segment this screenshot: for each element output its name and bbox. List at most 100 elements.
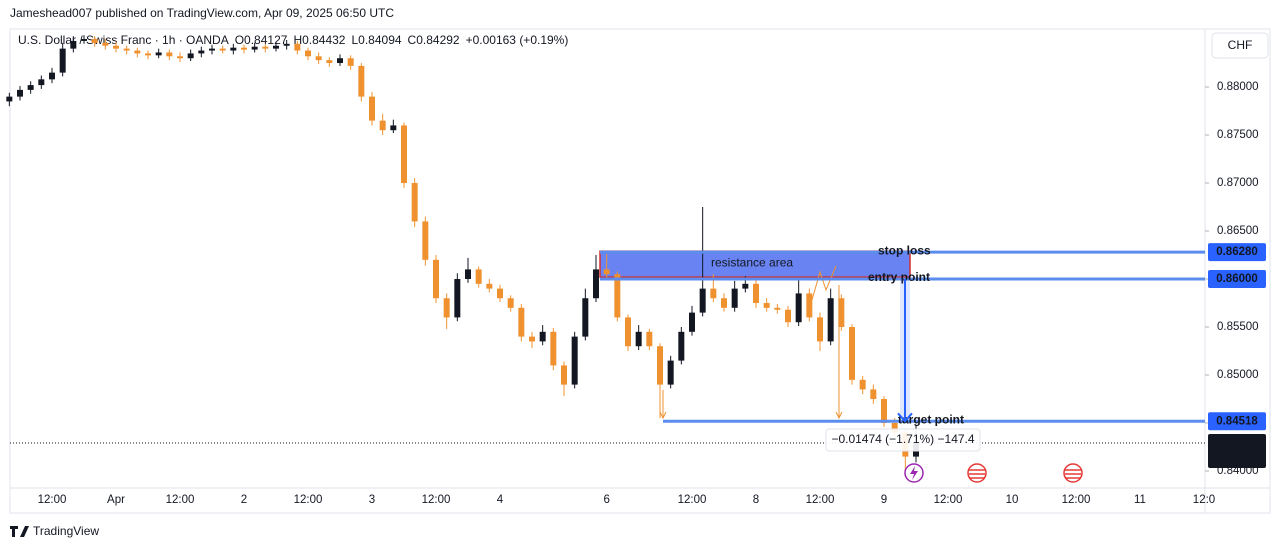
price-label: 0.86280 [1216, 246, 1258, 258]
candle-body [752, 283, 759, 304]
x-tick-label: 6 [603, 494, 609, 506]
candle-body [123, 48, 130, 51]
price-label-bg [1208, 243, 1266, 262]
candle-body [155, 52, 162, 56]
y-tick-label: 0.87000 [1217, 177, 1259, 189]
candle-body [624, 317, 631, 347]
annotation-arrow [659, 265, 843, 420]
candle-body [336, 58, 343, 64]
candle-body [592, 269, 599, 299]
candle-body [667, 360, 674, 385]
candle-body [262, 46, 269, 49]
candle-body [283, 43, 290, 46]
candle-body [678, 331, 685, 361]
events [904, 463, 1083, 483]
x-tick-label: 10 [1006, 494, 1019, 506]
y-tick-label: 0.86500 [1217, 225, 1259, 237]
candle-body [411, 183, 418, 222]
candle-body [144, 53, 151, 56]
y-tick-label: 0.85000 [1217, 369, 1259, 381]
candle-body [379, 120, 386, 131]
x-tick-label: 3 [369, 494, 375, 506]
currency[interactable]: CHF [1228, 38, 1253, 52]
candle-body [358, 65, 365, 97]
event-flag[interactable] [967, 463, 987, 483]
plot: 0.840000.845000.850000.855000.860000.865… [6, 35, 1266, 506]
candle-body [315, 56, 322, 61]
x-tick-label: 11 [1134, 494, 1146, 506]
candle-body [187, 53, 194, 59]
y-tick-label: 0.84000 [1217, 465, 1259, 477]
candle-body [230, 47, 237, 51]
candle-body [70, 40, 77, 49]
candle-body [326, 60, 333, 64]
candle-body [176, 56, 183, 59]
candle-body [806, 293, 813, 318]
candle-body [454, 279, 461, 318]
price-label: 0.86000 [1216, 273, 1258, 285]
candle-body [272, 45, 279, 49]
candle-body [859, 379, 866, 390]
legend: U.S. Dollar / Swiss Franc · 1h · OANDA O… [18, 33, 568, 47]
candle-body [464, 269, 471, 280]
ohlc-value: C0.84292 [408, 33, 460, 47]
candle-body [102, 42, 109, 46]
price-label-bg [1208, 412, 1266, 431]
x-tick-label: 12:00 [1062, 494, 1091, 506]
candle-body [870, 389, 877, 400]
candle-body [720, 298, 727, 308]
candle-body [550, 331, 557, 366]
event-flag[interactable] [1063, 463, 1083, 483]
price-label: 0.84518 [1216, 415, 1258, 427]
candle-body [80, 39, 87, 41]
x-tick-label: 12:0 [1193, 494, 1215, 506]
candle-body [827, 298, 834, 342]
candle-body [59, 48, 66, 73]
flag-stripes [969, 469, 1081, 479]
candle-body [38, 79, 45, 86]
chart-frame [9, 28, 1271, 514]
candle-body [646, 331, 653, 347]
candle-body [48, 72, 55, 80]
footer: TradingView [33, 524, 99, 538]
candle-body [390, 125, 397, 131]
ohlc-value: +0.00163 (+0.19%) [466, 33, 569, 47]
candle-body [891, 423, 898, 433]
x-tick-label: 2 [241, 494, 247, 506]
level-name: stop loss [878, 243, 931, 257]
y-tick-label: 0.87500 [1217, 129, 1259, 141]
candle-body [475, 269, 482, 284]
countdown: 09:01 [1223, 452, 1252, 464]
candle-body [443, 298, 450, 318]
y-tick-label: 0.85500 [1217, 321, 1259, 333]
ohlc-value: L0.84094 [351, 33, 401, 47]
x-tick-label: 12:00 [806, 494, 835, 506]
candle-body [688, 312, 695, 332]
candle-body [91, 39, 98, 43]
current-price-label: 0.84292 [1216, 437, 1258, 449]
candle-body [432, 259, 439, 299]
currency-button[interactable] [1211, 32, 1269, 59]
symbol: U.S. Dollar / Swiss Franc · 1h · OANDA [18, 33, 229, 47]
candle-body [816, 317, 823, 342]
logo: TradingView [10, 524, 99, 538]
candle-body [112, 45, 119, 49]
candle-body [528, 336, 535, 342]
candle-body [368, 96, 375, 121]
zone-label: resistance area [711, 255, 793, 269]
candle-body [656, 346, 663, 385]
candle-body [134, 50, 141, 54]
candle-body [507, 298, 514, 308]
candle-body [838, 298, 845, 328]
measure-arrow [897, 279, 913, 423]
current-price-bg [1208, 433, 1266, 468]
candle-body [422, 221, 429, 260]
candle-body [571, 336, 578, 385]
price-label-bg [1208, 270, 1266, 289]
candle-body [848, 327, 855, 380]
ohlc-value: H0.84432 [293, 33, 345, 47]
candle-body [614, 274, 621, 318]
candle-body [294, 43, 301, 51]
candle-body [219, 48, 226, 51]
